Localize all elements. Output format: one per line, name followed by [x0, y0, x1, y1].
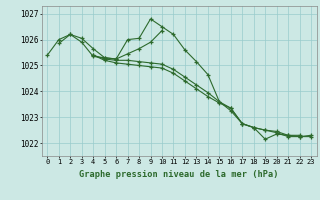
X-axis label: Graphe pression niveau de la mer (hPa): Graphe pression niveau de la mer (hPa): [79, 170, 279, 179]
